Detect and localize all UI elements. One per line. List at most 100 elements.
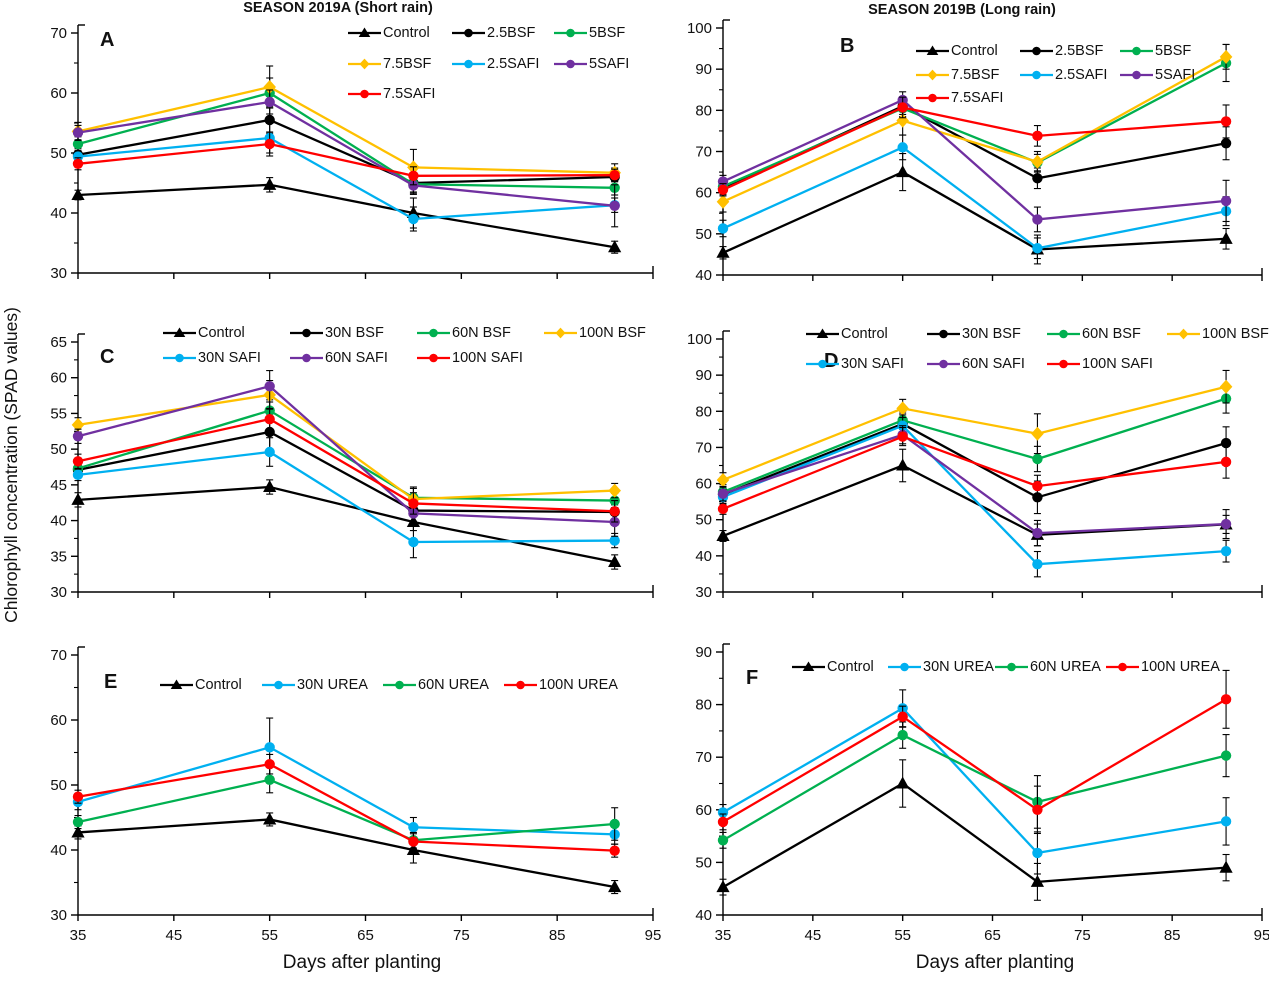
triangle-marker-icon xyxy=(163,327,196,337)
y-tick-label: 70 xyxy=(695,439,712,456)
y-tick-label: 70 xyxy=(695,749,712,766)
series-line-100n-urea xyxy=(77,763,615,852)
column-title-season-2019a: SEASON 2019A (Short rain) xyxy=(243,0,433,16)
legend-label: 100N SAFI xyxy=(1082,355,1153,372)
data-point-marker xyxy=(1220,750,1232,761)
legend-label: 5BSF xyxy=(589,24,626,41)
legend-item-100n-bsf: 100N BSF xyxy=(1167,325,1269,342)
series-line-2.5safi xyxy=(77,136,615,221)
data-point-marker xyxy=(302,328,311,337)
legend-item-7.5bsf: 7.5BSF xyxy=(348,55,431,72)
legend-label: 30N UREA xyxy=(923,658,994,675)
data-point-marker xyxy=(1032,847,1043,859)
legend-item-7.5bsf: 7.5BSF xyxy=(916,66,999,83)
series-line-100n-urea xyxy=(722,698,1227,823)
legend-item-2.5bsf: 2.5BSF xyxy=(1020,42,1103,59)
data-point-marker xyxy=(608,483,621,498)
data-point-marker xyxy=(408,836,419,847)
series-line-7.5safi xyxy=(77,142,615,177)
data-point-marker xyxy=(1220,545,1232,557)
data-point-marker xyxy=(897,142,908,153)
data-point-marker xyxy=(264,138,275,150)
circle-marker-icon xyxy=(806,359,839,368)
circle-marker-icon xyxy=(348,89,381,98)
legend-label: Control xyxy=(841,325,888,342)
data-point-marker xyxy=(1219,379,1233,394)
data-point-marker xyxy=(274,680,283,689)
legend-label: 2.5SAFI xyxy=(1055,66,1108,83)
data-point-marker xyxy=(926,45,939,55)
x-tick-label: 95 xyxy=(645,927,662,944)
triangle-marker-icon xyxy=(348,27,381,37)
panel-F: 40 50 60 70 80 90 35 45 55 65 75 85 95 F xyxy=(695,643,1269,944)
data-point-marker xyxy=(1030,874,1045,887)
legend-item-5bsf: 5BSF xyxy=(1120,42,1191,59)
circle-marker-icon xyxy=(1120,46,1153,55)
series-line-30n-safi xyxy=(77,450,615,544)
series-line-60n-urea xyxy=(77,778,615,842)
legend-item-30n-urea: 30N UREA xyxy=(262,676,368,693)
legend-label: 30N UREA xyxy=(297,676,368,693)
data-point-marker xyxy=(264,96,275,108)
y-tick-label: 50 xyxy=(695,854,712,871)
data-point-marker xyxy=(1059,359,1068,368)
y-tick-label: 80 xyxy=(695,403,712,420)
legend-label: 7.5SAFI xyxy=(383,85,436,102)
data-point-marker xyxy=(71,492,85,505)
legend-label: Control xyxy=(195,676,242,693)
data-point-marker xyxy=(1032,173,1043,184)
y-tick-label: 50 xyxy=(50,145,67,162)
legend-item-30n-safi: 30N SAFI xyxy=(806,355,904,372)
data-point-marker xyxy=(555,327,566,338)
data-point-marker xyxy=(608,555,622,568)
data-point-marker xyxy=(173,327,186,337)
y-tick-label: 70 xyxy=(50,647,67,664)
series-line-7.5safi xyxy=(722,106,1227,191)
data-point-marker xyxy=(1032,70,1041,79)
legend-item-control: Control xyxy=(806,325,888,342)
data-point-marker xyxy=(717,816,729,828)
y-tick-label: 100 xyxy=(687,331,712,348)
data-point-marker xyxy=(939,359,948,368)
data-point-marker xyxy=(263,480,277,493)
data-point-marker xyxy=(516,680,525,689)
y-tick-label: 50 xyxy=(695,512,712,529)
panel-E: 30 40 50 60 70 35 45 55 65 75 85 95 E xyxy=(50,646,662,944)
x-tick-label: 75 xyxy=(453,927,470,944)
data-point-marker xyxy=(263,177,277,190)
series-line-100n-bsf xyxy=(722,385,1227,482)
series-line-100n-safi xyxy=(722,435,1227,510)
data-point-marker xyxy=(900,662,909,671)
legend-item-30n-bsf: 30N BSF xyxy=(290,324,384,341)
diamond-marker-icon xyxy=(916,69,949,80)
legend-label: 30N SAFI xyxy=(841,355,904,372)
series-line-60n-urea xyxy=(722,733,1227,842)
y-tick-label: 45 xyxy=(50,477,67,494)
legend-label: 100N BSF xyxy=(579,324,646,341)
triangle-marker-icon xyxy=(160,679,193,689)
y-tick-label: 55 xyxy=(50,405,67,422)
legend-label: Control xyxy=(827,658,874,675)
data-point-marker xyxy=(896,401,909,416)
series-line-60n-safi xyxy=(77,385,615,524)
series-line-60n-safi xyxy=(722,433,1227,535)
legend-label: Control xyxy=(198,324,245,341)
data-point-marker xyxy=(71,417,85,432)
y-tick-label: 60 xyxy=(695,802,712,819)
data-point-marker xyxy=(1220,116,1232,127)
data-point-marker xyxy=(358,27,371,37)
legend-item-60n-urea: 60N UREA xyxy=(995,658,1101,675)
legend-item-control: Control xyxy=(163,324,245,341)
data-point-marker xyxy=(566,59,575,68)
circle-marker-icon xyxy=(554,28,587,37)
legend-item-2.5safi: 2.5SAFI xyxy=(1020,66,1107,83)
diamond-marker-icon xyxy=(544,327,577,338)
data-point-marker xyxy=(264,446,275,458)
x-tick-label: 45 xyxy=(165,927,182,944)
panel-letter-A: A xyxy=(100,29,114,51)
legend-item-5safi: 5SAFI xyxy=(554,55,629,72)
data-point-marker xyxy=(1220,518,1232,530)
data-point-marker xyxy=(1007,662,1016,671)
data-point-marker xyxy=(72,816,84,828)
y-tick-label: 100 xyxy=(687,20,712,37)
